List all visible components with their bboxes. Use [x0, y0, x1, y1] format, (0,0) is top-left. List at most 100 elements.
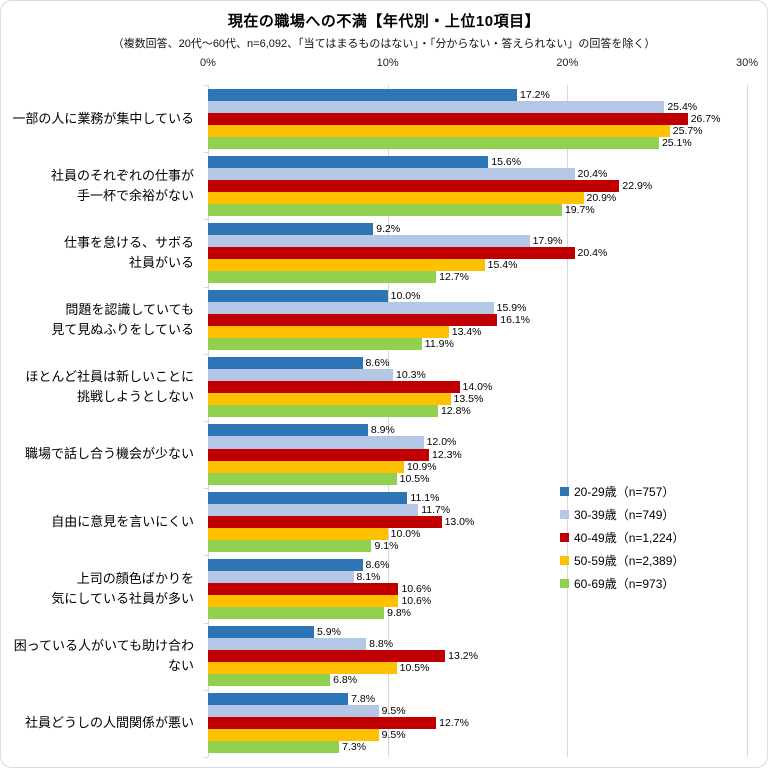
bar-row: 13.0% — [208, 515, 747, 528]
axis-category-tick — [204, 689, 208, 691]
bar-row: 12.7% — [208, 271, 747, 284]
bar-row: 9.2% — [208, 222, 747, 235]
bar-row: 10.6% — [208, 582, 747, 595]
legend-item: 40-49歳（n=1,224） — [560, 526, 684, 549]
bar-row: 14.0% — [208, 381, 747, 394]
bar-group: 17.2% 25.4% 26.7% 25.7% 25.1% — [208, 85, 747, 152]
legend-color-marker — [560, 533, 569, 542]
value-label: 9.1% — [374, 539, 399, 552]
category-label-line: 自由に意見を言いにくい — [51, 513, 194, 529]
bar-row: 9.5% — [208, 705, 747, 718]
bar — [208, 405, 438, 418]
category-label-line: 職場で話し合う機会が少ない — [24, 446, 194, 462]
value-label: 26.7% — [690, 112, 721, 125]
bar — [208, 112, 688, 125]
value-label: 13.2% — [448, 650, 478, 663]
value-label: 6.8% — [333, 674, 358, 687]
value-label: 11.1% — [410, 491, 440, 504]
value-label: 10.5% — [399, 662, 430, 675]
legend-label: 20-29歳（n=757） — [574, 485, 675, 499]
bar-row: 10.9% — [208, 460, 747, 473]
bar-row: 25.1% — [208, 136, 747, 149]
bar — [208, 741, 340, 754]
bar — [208, 290, 388, 303]
bar-group: 10.0% 15.9% 16.1% 13.4% 11.9% — [208, 287, 747, 354]
legend-color-marker — [560, 510, 569, 519]
bar-row: 17.2% — [208, 88, 747, 101]
value-label: 10.9% — [406, 460, 437, 473]
axis-category-tick — [204, 219, 208, 221]
bar — [208, 582, 399, 595]
bar — [208, 729, 379, 742]
bar — [208, 191, 584, 204]
value-label: 8.6% — [365, 558, 390, 571]
bar-row: 26.7% — [208, 112, 747, 125]
category-label: 一部の人に業務が集中している — [1, 85, 201, 152]
value-label: 17.2% — [520, 88, 550, 101]
bar-row: 8.8% — [208, 638, 747, 651]
value-label: 12.0% — [426, 436, 457, 449]
value-label: 12.7% — [439, 271, 469, 284]
category-label: 困っている人がいても助け合わない — [1, 623, 201, 690]
bar-group: 9.2% 17.9% 20.4% 15.4% 12.7% — [208, 219, 747, 286]
bar-row: 10.5% — [208, 472, 747, 485]
value-label: 9.8% — [387, 606, 411, 619]
bar-row: 11.1% — [208, 491, 747, 504]
x-axis-tick-label: 10% — [376, 57, 399, 69]
legend-item: 50-59歳（n=2,389） — [560, 549, 684, 572]
bar — [208, 302, 494, 315]
legend-item: 60-69歳（n=973） — [560, 572, 684, 595]
bar — [208, 717, 437, 730]
x-axis: 0% 10% 20% 30% — [200, 57, 758, 73]
bar — [208, 271, 437, 284]
category-label-line: 挑戦しようとしない — [76, 389, 194, 405]
bar-row: 9.5% — [208, 729, 747, 742]
value-label: 11.7% — [421, 503, 451, 516]
bar — [208, 357, 363, 370]
bar — [208, 369, 394, 382]
bar-row: 7.3% — [208, 741, 747, 754]
value-label: 15.6% — [491, 155, 522, 168]
value-label: 8.1% — [356, 570, 381, 583]
x-axis-tick-label: 0% — [200, 57, 216, 69]
axis-category-tick — [204, 152, 208, 154]
value-label: 16.1% — [500, 314, 531, 327]
value-label: 9.5% — [381, 729, 406, 742]
value-label: 11.9% — [424, 338, 454, 351]
gridline — [567, 85, 569, 757]
bar-group: 8.6% 8.1% 10.6% 10.6% 9.8% — [208, 555, 747, 622]
category-label: 上司の顔色ばかりを 気にしている社員が多い — [1, 555, 201, 622]
bar — [208, 491, 408, 504]
legend-label: 40-49歳（n=1,224） — [574, 531, 685, 545]
bar-group: 15.6% 20.4% 22.9% 20.9% 19.7% — [208, 152, 747, 219]
bar-row: 10.6% — [208, 594, 747, 607]
bar-row: 6.8% — [208, 674, 747, 687]
legend: 20-29歳（n=757） 30-39歳（n=749） 40-49歳（n=1,224… — [560, 480, 684, 595]
value-label: 7.3% — [342, 741, 367, 754]
bar-row: 12.8% — [208, 405, 747, 418]
bar — [208, 338, 422, 351]
bar-row: 15.6% — [208, 155, 747, 168]
bar-group: 8.9% 12.0% 12.3% 10.9% 10.5% — [208, 421, 747, 488]
bar-row: 17.9% — [208, 234, 747, 247]
value-label: 10.6% — [401, 582, 432, 595]
bar — [208, 100, 665, 113]
legend-item: 30-39歳（n=749） — [560, 503, 684, 526]
bar-row: 13.5% — [208, 393, 747, 406]
category-label-line: 問題を認識していても — [65, 302, 194, 318]
axis-category-tick — [204, 85, 208, 86]
bar — [208, 460, 404, 473]
legend-label: 50-59歳（n=2,389） — [574, 554, 685, 568]
category-label: 社員のそれぞれの仕事が 手一杯で余裕がない — [1, 152, 201, 219]
bar-row: 5.9% — [208, 626, 747, 639]
bar-row: 10.5% — [208, 662, 747, 675]
bar-row: 16.1% — [208, 314, 747, 327]
bar — [208, 693, 349, 706]
value-label: 13.5% — [453, 393, 484, 406]
bar-row: 12.7% — [208, 717, 747, 730]
legend-item: 20-29歳（n=757） — [560, 480, 684, 503]
category-labels: 一部の人に業務が集中している 社員のそれぞれの仕事が 手一杯で余裕がない 仕事を怠ける… — [1, 85, 201, 757]
value-label: 9.2% — [376, 222, 401, 235]
value-label: 8.6% — [365, 357, 390, 370]
category-label: 自由に意見を言いにくい — [1, 488, 201, 555]
